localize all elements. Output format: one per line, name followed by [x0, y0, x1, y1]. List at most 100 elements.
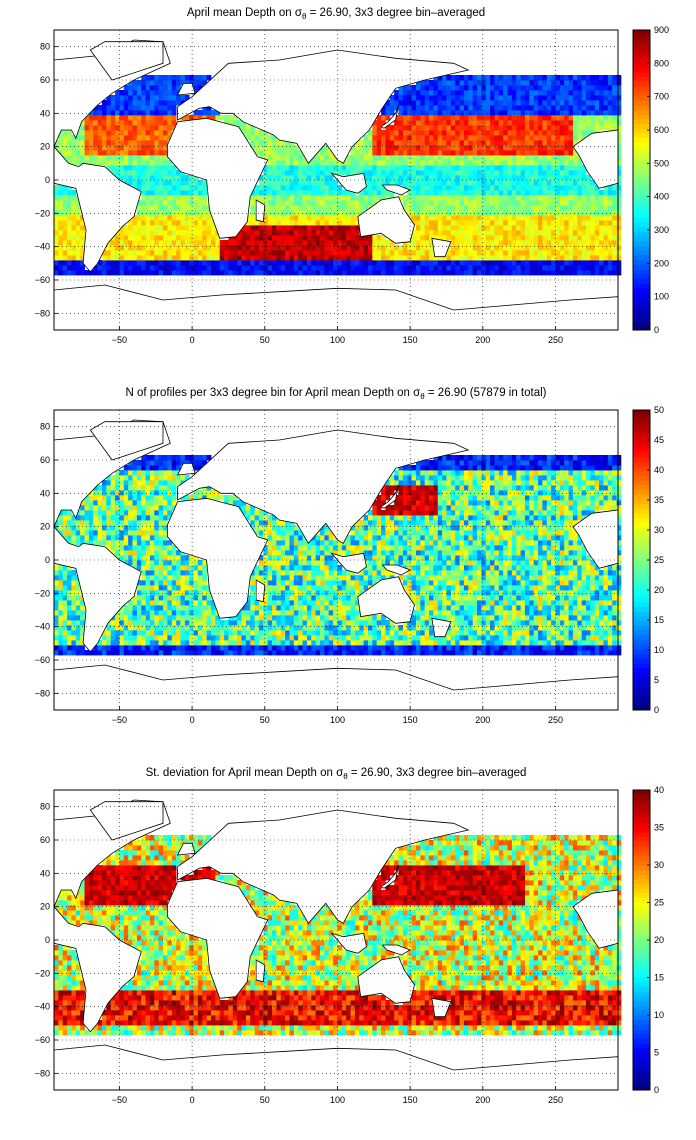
heatmap-cell	[289, 180, 295, 186]
heatmap-cell	[363, 205, 369, 211]
heatmap-cell	[241, 230, 247, 236]
heatmap-cell	[136, 260, 142, 266]
heatmap-cell	[245, 220, 251, 226]
heatmap-cell	[158, 210, 164, 216]
heatmap-cell	[75, 200, 81, 206]
heatmap-cell	[503, 220, 508, 226]
heatmap-cell	[385, 155, 391, 161]
colorbar-step	[633, 81, 650, 87]
heatmap-cell	[529, 265, 535, 271]
heatmap-cell	[411, 265, 417, 271]
x-tick-label: 200	[475, 335, 490, 345]
heatmap-cell	[128, 245, 133, 251]
heatmap-cell	[490, 210, 495, 216]
heatmap-cell	[267, 220, 273, 226]
heatmap-cell	[586, 620, 591, 626]
heatmap-cell	[481, 255, 487, 261]
heatmap-cell	[67, 245, 72, 251]
heatmap-cell	[280, 230, 286, 236]
heatmap-cell	[376, 160, 382, 166]
heatmap-cell	[398, 90, 404, 96]
heatmap-cell	[551, 615, 556, 621]
heatmap-cell	[520, 130, 526, 136]
heatmap-cell	[581, 645, 587, 651]
heatmap-cell	[145, 230, 151, 236]
heatmap-cell	[607, 185, 613, 191]
heatmap-cell	[442, 270, 447, 276]
heatmap-cell	[420, 160, 426, 166]
heatmap-cell	[67, 620, 72, 626]
heatmap-cell	[250, 140, 255, 146]
heatmap-cell	[472, 120, 478, 126]
heatmap-cell	[542, 265, 548, 271]
heatmap-cell	[171, 75, 177, 81]
heatmap-cell	[245, 265, 251, 271]
heatmap-cell	[354, 620, 360, 626]
heatmap-cell	[524, 150, 530, 156]
heatmap-cell	[590, 95, 596, 101]
heatmap-cell	[132, 120, 138, 126]
heatmap-cell	[503, 90, 508, 96]
heatmap-cell	[481, 95, 487, 101]
heatmap-cell	[455, 170, 460, 176]
heatmap-cell	[555, 630, 561, 636]
heatmap-cell	[603, 115, 609, 121]
heatmap-cell	[202, 180, 208, 186]
heatmap-cell	[603, 260, 609, 266]
colorbar-step	[633, 34, 650, 40]
heatmap-cell	[280, 150, 286, 156]
heatmap-cell	[180, 635, 186, 641]
heatmap-cell	[158, 120, 164, 126]
heatmap-cell	[485, 625, 491, 631]
heatmap-cell	[472, 215, 478, 221]
heatmap-cell	[468, 270, 474, 276]
heatmap-cell	[62, 155, 68, 161]
heatmap-cell	[328, 200, 334, 206]
heatmap-cell	[210, 640, 216, 646]
heatmap-cell	[542, 650, 548, 656]
heatmap-cell	[320, 200, 325, 206]
heatmap-cell	[354, 195, 360, 201]
heatmap-cell	[154, 635, 160, 641]
heatmap-cell	[529, 645, 535, 651]
heatmap-cell	[62, 645, 68, 651]
heatmap-cell	[572, 175, 578, 181]
heatmap-cell	[511, 200, 517, 206]
heatmap-cell	[463, 105, 469, 111]
heatmap-cell	[359, 635, 365, 641]
heatmap-cell	[163, 240, 168, 246]
heatmap-cell	[71, 230, 77, 236]
heatmap-cell	[463, 230, 469, 236]
heatmap-cell	[197, 75, 203, 81]
heatmap-cell	[280, 265, 286, 271]
heatmap-cell	[450, 230, 456, 236]
heatmap-cell	[433, 615, 439, 621]
heatmap-cell	[511, 620, 517, 626]
heatmap-cell	[298, 260, 303, 266]
heatmap-cell	[546, 225, 552, 231]
heatmap-cell	[398, 635, 404, 641]
heatmap-cell	[376, 165, 382, 171]
heatmap-cell	[119, 120, 125, 126]
heatmap-cell	[272, 645, 277, 651]
heatmap-cell	[62, 235, 68, 241]
heatmap-cell	[359, 150, 365, 156]
heatmap-cell	[285, 640, 290, 646]
heatmap-cell	[494, 140, 500, 146]
heatmap-cell	[586, 125, 591, 131]
heatmap-cell	[298, 195, 303, 201]
heatmap-cell	[551, 235, 556, 241]
heatmap-cell	[472, 140, 478, 146]
heatmap-cell	[171, 235, 177, 241]
heatmap-cell	[459, 205, 465, 211]
heatmap-cell	[189, 205, 194, 211]
heatmap-cell	[442, 180, 447, 186]
heatmap-cell	[433, 215, 439, 221]
heatmap-cell	[119, 145, 125, 151]
heatmap-cell	[472, 635, 478, 641]
heatmap-cell	[276, 250, 282, 256]
heatmap-cell	[481, 620, 487, 626]
heatmap-cell	[250, 205, 255, 211]
heatmap-cell	[398, 155, 404, 161]
